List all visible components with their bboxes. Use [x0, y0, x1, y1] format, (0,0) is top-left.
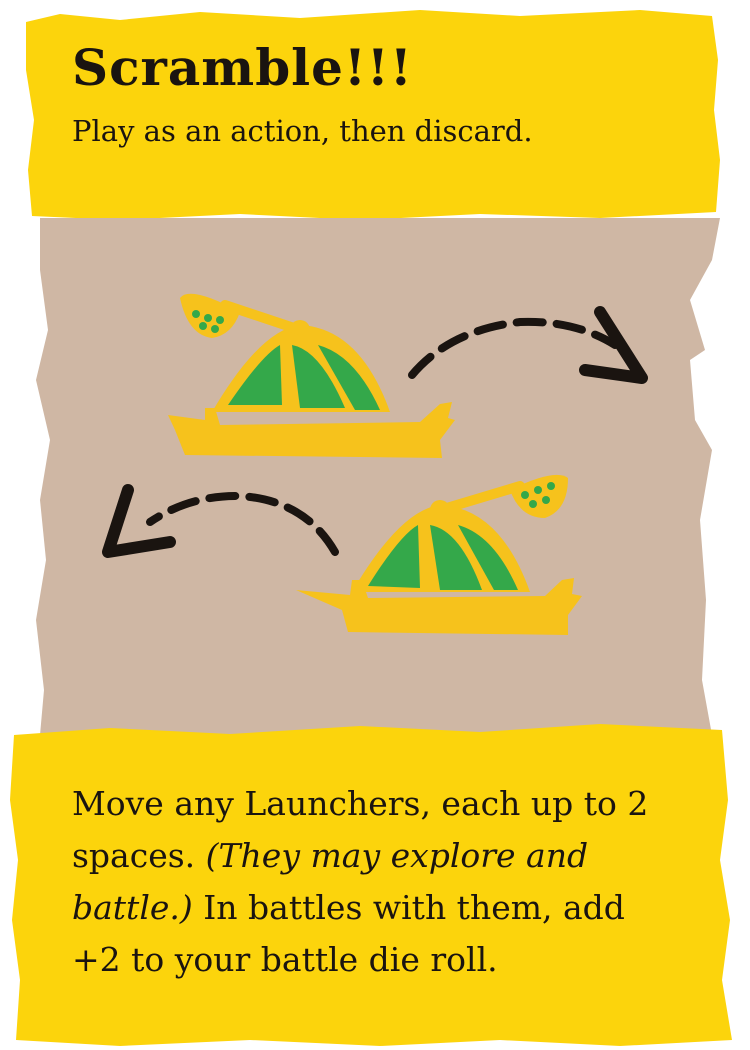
parchment-panel [36, 218, 720, 735]
rules-text-italic: (They may explore and battle.) [72, 836, 589, 927]
launcher-icon [168, 293, 455, 458]
card-title: Scramble!!! [72, 38, 413, 97]
curved-arrow-right-icon [408, 306, 648, 384]
card-rules-text: Move any Launchers, each up to 2 spaces.… [72, 778, 682, 986]
bottom-banner [10, 724, 732, 1046]
card-subtitle: Play as an action, then discard. [72, 114, 533, 148]
launcher-icon [296, 474, 582, 635]
rules-text-part2: In battles with them, add +2 to your bat… [72, 888, 625, 979]
rules-text-part1: Move any Launchers, each up to 2 spaces. [72, 784, 649, 875]
top-banner [26, 10, 720, 220]
curved-arrow-left-icon [102, 484, 339, 558]
